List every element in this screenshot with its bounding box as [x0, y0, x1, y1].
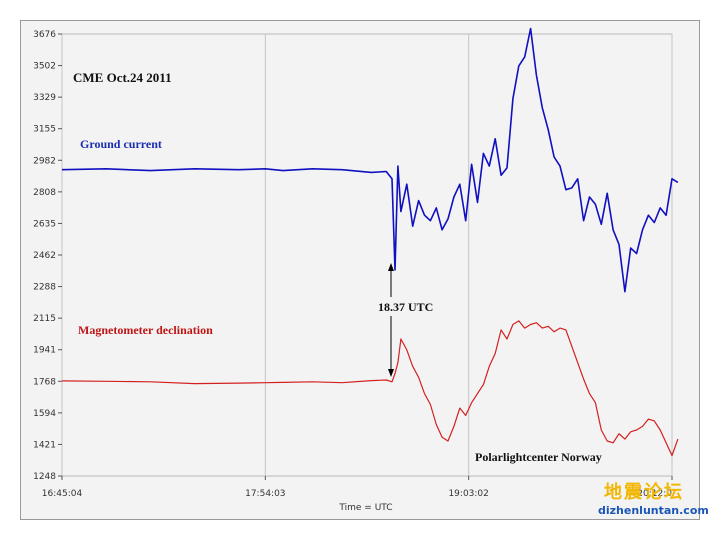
y-tick-label: 3329 [33, 93, 56, 103]
legend-ground-current: Ground current [80, 137, 162, 151]
plot-area [61, 33, 673, 477]
magnetometer-declination-line [61, 320, 679, 457]
legend-magnetometer: Magnetometer declination [78, 323, 213, 337]
x-tick-label: 20:12:0 [637, 489, 672, 499]
y-tick-label: 1594 [33, 409, 56, 419]
series-layer [61, 27, 679, 457]
y-tick-label: 2115 [33, 314, 56, 324]
y-tick-label: 3155 [33, 125, 56, 135]
y-tick-label: 1421 [33, 440, 56, 450]
watermark-logo-cn: 地震论坛 [604, 482, 684, 503]
y-tick-label: 1768 [33, 377, 56, 387]
ground-current-line [61, 27, 679, 293]
y-tick-label: 3502 [33, 62, 56, 72]
y-axis-ticks: 3676 3502 3329 3155 2982 2808 2635 2462 2288 2115… [33, 30, 62, 482]
y-tick-label: 2462 [33, 251, 56, 261]
x-axis-ticks: 16:45:04 17:54:03 19:03:02 20:12:0 [42, 476, 673, 499]
event-marker: 18.37 UTC [378, 263, 433, 377]
event-time-label: 18.37 UTC [378, 300, 433, 314]
y-tick-label: 1248 [33, 472, 56, 482]
x-axis-title: Time = UTC [338, 503, 392, 513]
x-tick-label: 16:45:04 [42, 489, 83, 499]
y-tick-label: 1941 [33, 346, 56, 356]
chart-frame [20, 20, 700, 520]
y-tick-label: 2982 [33, 156, 56, 166]
y-tick-label: 2808 [33, 188, 56, 198]
y-tick-label: 2288 [33, 283, 56, 293]
station-label: Polarlightcenter Norway [475, 450, 602, 464]
chart-title: CME Oct.24 2011 [73, 70, 172, 85]
y-tick-label: 3676 [33, 30, 56, 40]
x-tick-label: 19:03:02 [448, 489, 488, 499]
grid [61, 33, 673, 477]
x-tick-label: 17:54:03 [245, 489, 285, 499]
watermark-url: dizhenluntan.com [598, 504, 709, 517]
y-tick-label: 2635 [33, 219, 56, 229]
